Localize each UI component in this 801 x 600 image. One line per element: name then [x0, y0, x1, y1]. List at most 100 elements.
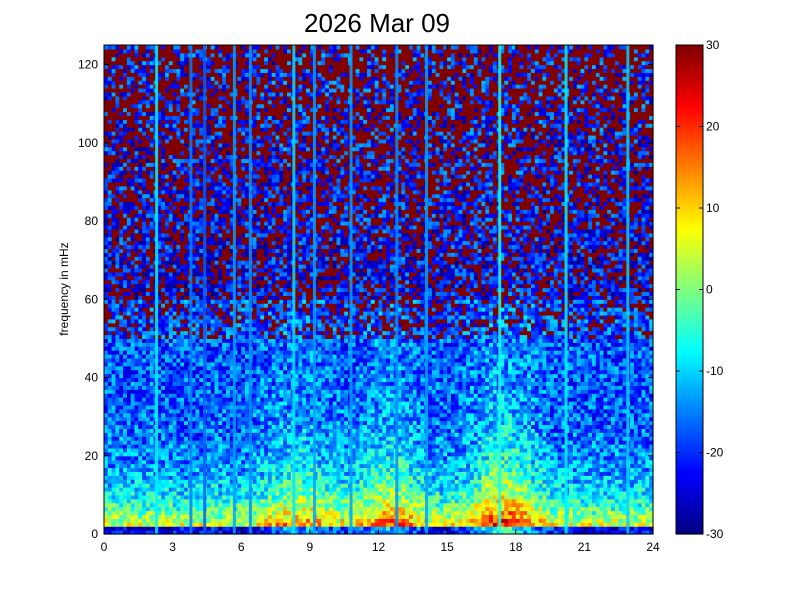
heatmap-cell [145, 338, 151, 343]
heatmap-cell [218, 162, 223, 167]
heatmap-cell [206, 447, 212, 453]
heatmap-cell [168, 322, 174, 328]
heatmap-cell [237, 166, 242, 171]
heatmap-cell [157, 311, 162, 316]
heatmap-cell [184, 479, 189, 484]
heatmap-cell [165, 213, 170, 218]
heatmap-cell [123, 158, 128, 163]
heatmap-cell [161, 158, 166, 163]
heatmap-cell [218, 428, 223, 433]
heatmap-cell [172, 260, 178, 265]
heatmap-cell [126, 166, 132, 171]
heatmap-cell [115, 432, 120, 437]
heatmap-cell [138, 232, 143, 238]
heatmap-cell [172, 56, 178, 62]
heatmap-cell [195, 252, 200, 257]
heatmap-cell [210, 287, 216, 293]
heatmap-cell [157, 416, 162, 422]
heatmap-cell [176, 436, 181, 441]
heatmap-cell [168, 142, 174, 148]
heatmap-cell [104, 522, 109, 527]
heatmap-cell [145, 193, 151, 199]
heatmap-cell [165, 174, 170, 179]
heatmap-cell [191, 447, 197, 453]
heatmap-cell [104, 502, 109, 508]
heatmap-cell [157, 138, 162, 144]
heatmap-cell [199, 213, 204, 218]
heatmap-cell [168, 440, 174, 445]
heatmap-cell [130, 389, 136, 394]
heatmap-cell [210, 479, 216, 484]
heatmap-cell [134, 361, 139, 367]
heatmap-cell [245, 455, 250, 461]
heatmap-cell [237, 275, 242, 281]
heatmap-cell [142, 377, 147, 383]
heatmap-cell [210, 224, 216, 230]
heatmap-cell [241, 185, 246, 191]
heatmap-cell [199, 170, 204, 175]
heatmap-cell [123, 119, 128, 124]
heatmap-cell [229, 103, 235, 109]
heatmap-cell [176, 322, 181, 328]
heatmap-cell [237, 48, 242, 54]
heatmap-cell [104, 209, 109, 214]
heatmap-cell [176, 232, 181, 238]
heatmap-cell [111, 490, 117, 496]
heatmap-cell [126, 64, 132, 70]
heatmap-cell [138, 111, 143, 117]
heatmap-cell [214, 107, 219, 113]
heatmap-cell [107, 447, 113, 453]
heatmap-cell [206, 502, 212, 508]
heatmap-cell [134, 303, 139, 308]
heatmap-cell [142, 326, 147, 332]
heatmap-cell [214, 416, 219, 422]
heatmap-cell [206, 365, 212, 371]
heatmap-cell [157, 381, 162, 386]
heatmap-cell [145, 326, 151, 332]
heatmap-cell [191, 459, 197, 465]
heatmap-cell [138, 506, 143, 512]
heatmap-cell [104, 510, 109, 516]
heatmap-cell [229, 248, 235, 253]
heatmap-cell [172, 162, 178, 167]
heatmap-cell [245, 330, 250, 336]
heatmap-cell [142, 342, 147, 347]
heatmap-cell [126, 342, 132, 347]
heatmap-cell [142, 123, 147, 128]
heatmap-cell [104, 389, 109, 394]
heatmap-cell [184, 467, 189, 473]
heatmap-cell [206, 397, 212, 402]
heatmap-cell [226, 295, 231, 300]
heatmap-cell [214, 201, 219, 206]
heatmap-cell [149, 123, 155, 128]
heatmap-cell [245, 354, 250, 359]
heatmap-cell [115, 150, 120, 156]
heatmap-cell [130, 483, 136, 488]
heatmap-cell [191, 60, 197, 66]
heatmap-cell [241, 95, 246, 101]
heatmap-cell [126, 56, 132, 62]
heatmap-cell [184, 107, 189, 113]
heatmap-cell [142, 201, 147, 206]
heatmap-cell [142, 291, 147, 296]
heatmap-cell [245, 64, 250, 70]
heatmap-cell [176, 103, 181, 109]
heatmap-cell [107, 88, 113, 93]
heatmap-cell [184, 291, 189, 296]
heatmap-cell [115, 279, 120, 285]
heatmap-cell [229, 166, 235, 171]
heatmap-cell [149, 68, 155, 73]
heatmap-cell [107, 354, 113, 359]
heatmap-cell [145, 232, 151, 238]
heatmap-cell [111, 166, 117, 171]
heatmap-cell [199, 68, 204, 73]
heatmap-cell [180, 252, 185, 257]
heatmap-cell [126, 377, 132, 383]
heatmap-cell [199, 397, 204, 402]
heatmap-cell [214, 279, 219, 285]
heatmap-cell [218, 170, 223, 175]
heatmap-cell [252, 322, 258, 328]
heatmap-cell [176, 530, 181, 535]
heatmap-cell [245, 111, 250, 117]
heatmap-cell [165, 275, 170, 281]
